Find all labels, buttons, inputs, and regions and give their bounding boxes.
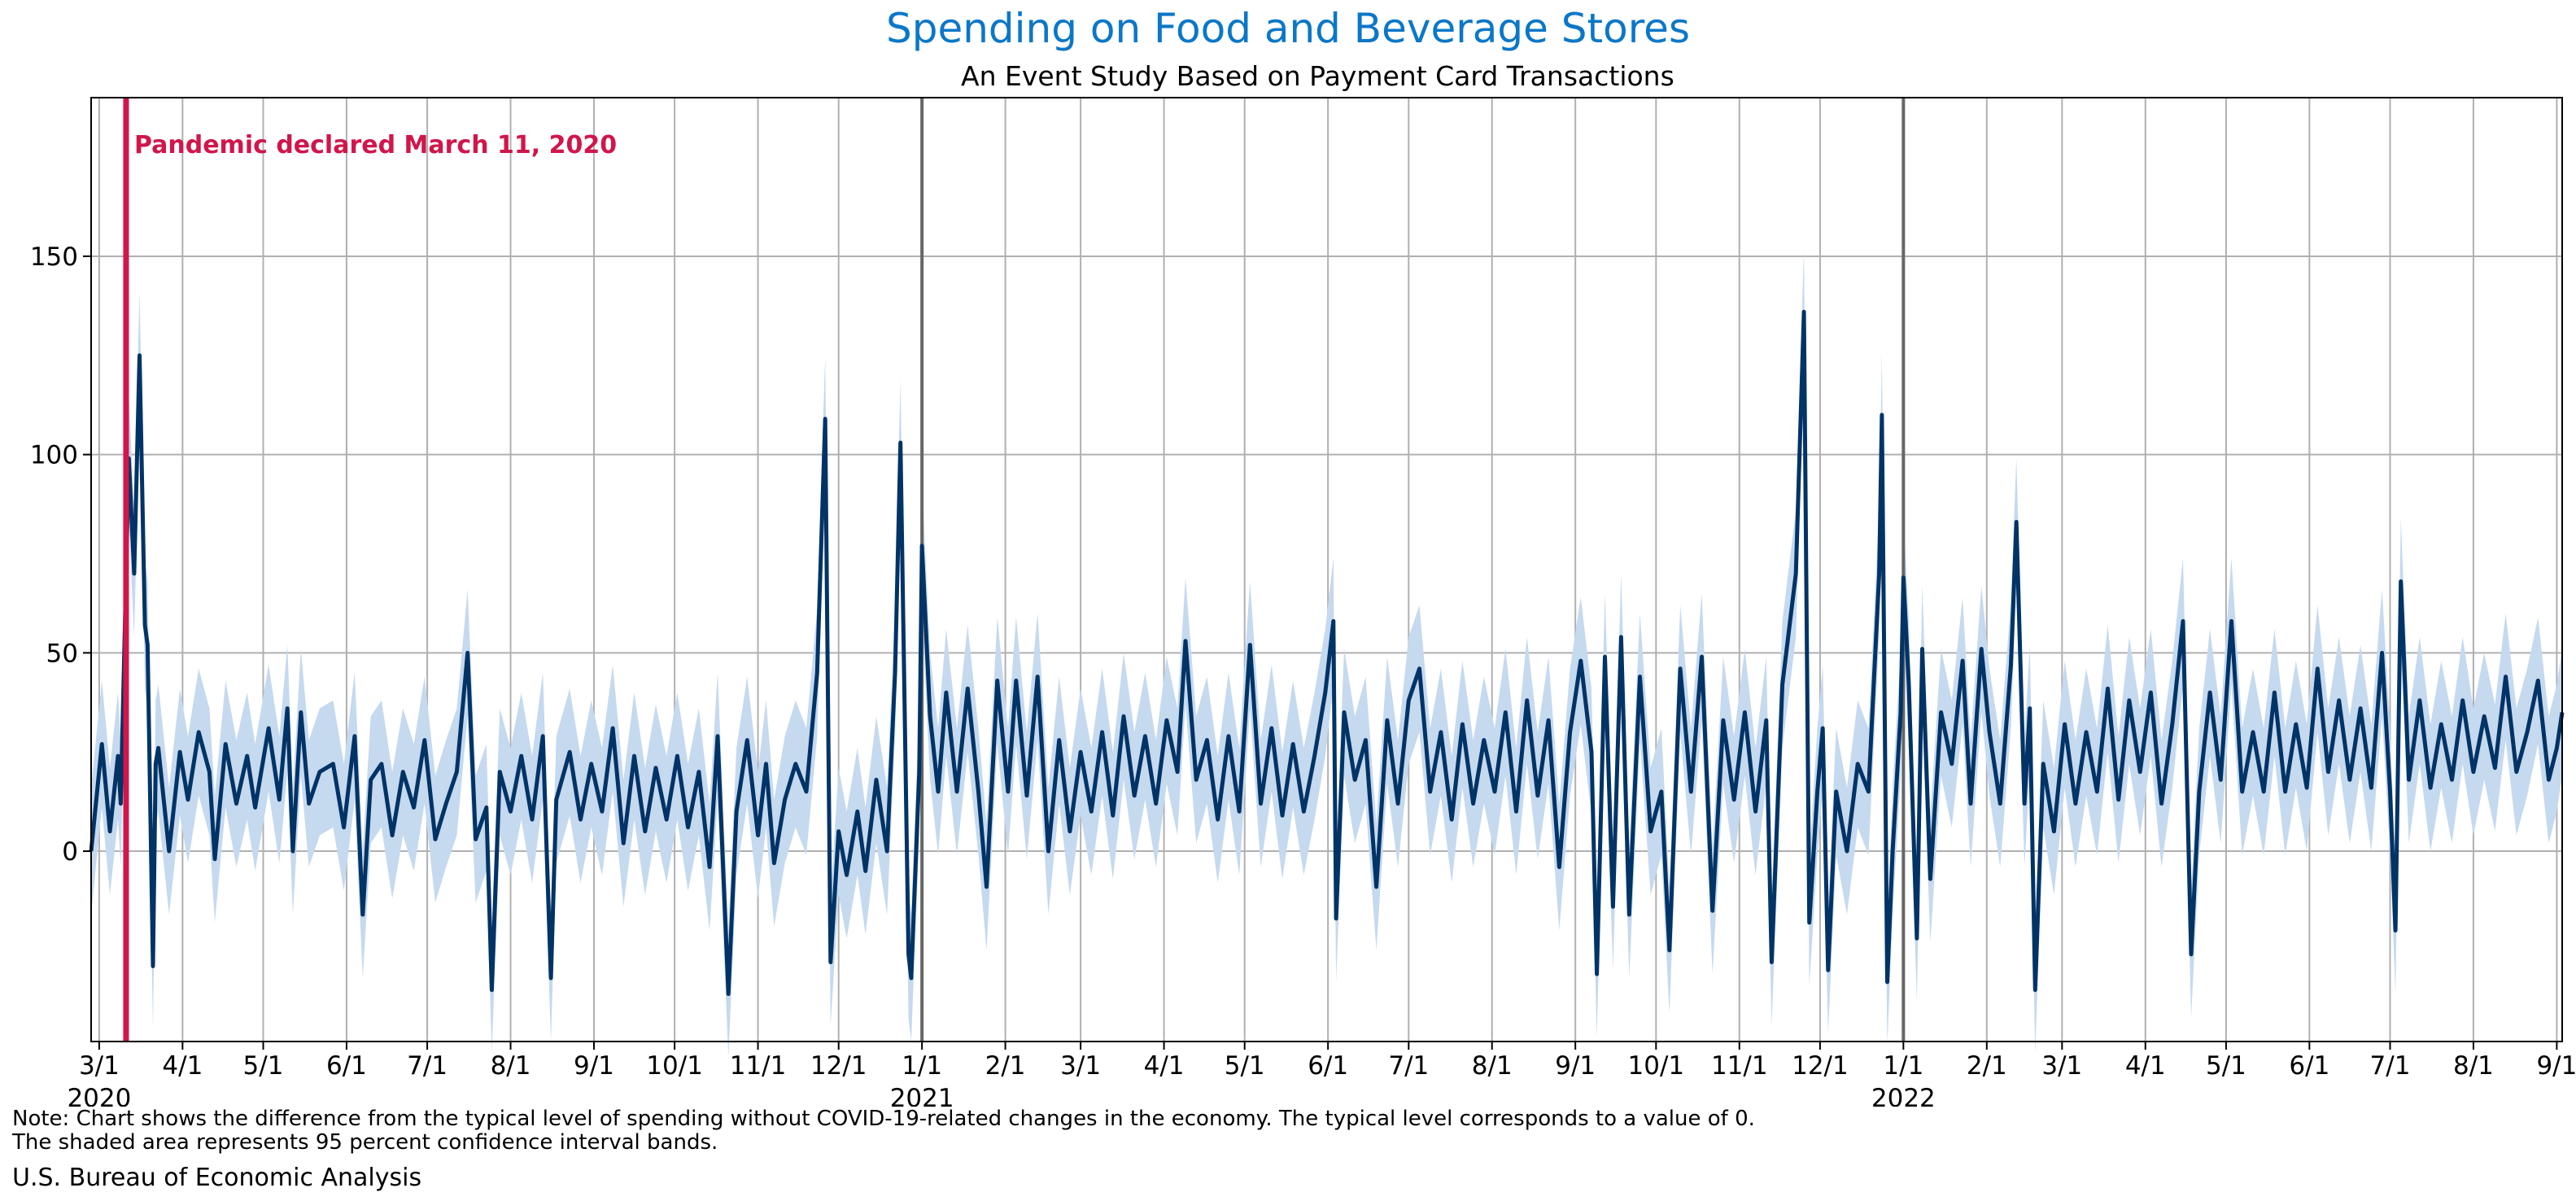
x-tick-label: 6/1 [2289, 1051, 2329, 1081]
x-tick-label: 2/1 [1967, 1051, 2007, 1081]
x-tick-label: 12/1 [810, 1051, 867, 1081]
x-tick-label: 10/1 [646, 1051, 703, 1081]
chart-subtitle: An Event Study Based on Payment Card Tra… [961, 60, 1674, 92]
x-year-label: 2022 [1871, 1084, 1936, 1107]
chart-canvas: Pandemic declared March 11, 2020 0 50 100 1… [30, 97, 2576, 1107]
x-tick-label: 11/1 [1711, 1051, 1768, 1081]
x-tick-label: 9/1 [2536, 1051, 2576, 1081]
x-tick-label: 5/1 [243, 1051, 284, 1081]
x-tick-label: 7/1 [2370, 1051, 2411, 1081]
x-tick-label: 8/1 [2453, 1051, 2494, 1081]
x-year-label: 2020 [67, 1084, 131, 1107]
x-tick-label: 10/1 [1628, 1051, 1685, 1081]
x-tick-label: 6/1 [1308, 1051, 1348, 1081]
x-tick-label: 3/1 [1060, 1051, 1101, 1081]
year-separators [920, 98, 1906, 1042]
x-tick-label: 6/1 [326, 1051, 367, 1081]
plot-frame [90, 97, 2563, 1042]
y-axis: 0 50 100 150 [30, 242, 91, 867]
spending-line [89, 309, 2565, 996]
y-tick-label: 0 [62, 837, 78, 867]
x-tick-label: 3/1 [2041, 1051, 2082, 1081]
x-tick-label: 4/1 [2125, 1051, 2166, 1081]
x-tick-label: 7/1 [407, 1051, 448, 1081]
x-tick-label: 1/1 [1883, 1051, 1923, 1081]
x-axis: 3/1 2020 4/1 5/1 6/1 7/1 8/1 9/1 10/1 11/1 12/1 1/1… [67, 1042, 2576, 1107]
x-tick-label: 5/1 [1225, 1051, 1265, 1081]
y-tick-label: 50 [46, 639, 78, 668]
x-tick-label: 2/1 [985, 1051, 1026, 1081]
event-label: Pandemic declared March 11, 2020 [134, 131, 617, 159]
x-year-label: 2021 [890, 1084, 954, 1107]
x-tick-label: 3/1 [79, 1051, 120, 1081]
x-tick-label: 9/1 [574, 1051, 614, 1081]
x-tick-label: 8/1 [1472, 1051, 1513, 1081]
chart-title: Spending on Food and Beverage Stores [885, 5, 1690, 52]
x-tick-label: 9/1 [1555, 1051, 1596, 1081]
x-tick-label: 4/1 [162, 1051, 203, 1081]
footnote-line-1: Note: Chart shows the difference from th… [12, 1107, 1755, 1131]
x-tick-label: 7/1 [1388, 1051, 1429, 1081]
x-tick-label: 8/1 [491, 1051, 531, 1081]
x-tick-label: 1/1 [902, 1051, 942, 1081]
y-tick-label: 150 [30, 242, 78, 272]
source-credit: U.S. Bureau of Economic Analysis [12, 1164, 422, 1192]
x-tick-label: 12/1 [1792, 1051, 1849, 1081]
x-tick-label: 11/1 [730, 1051, 787, 1081]
y-tick-label: 100 [30, 441, 78, 470]
x-tick-label: 4/1 [1144, 1051, 1185, 1081]
footnote-line-2: The shaded area represents 95 percent co… [12, 1130, 718, 1155]
x-tick-label: 5/1 [2206, 1051, 2246, 1081]
